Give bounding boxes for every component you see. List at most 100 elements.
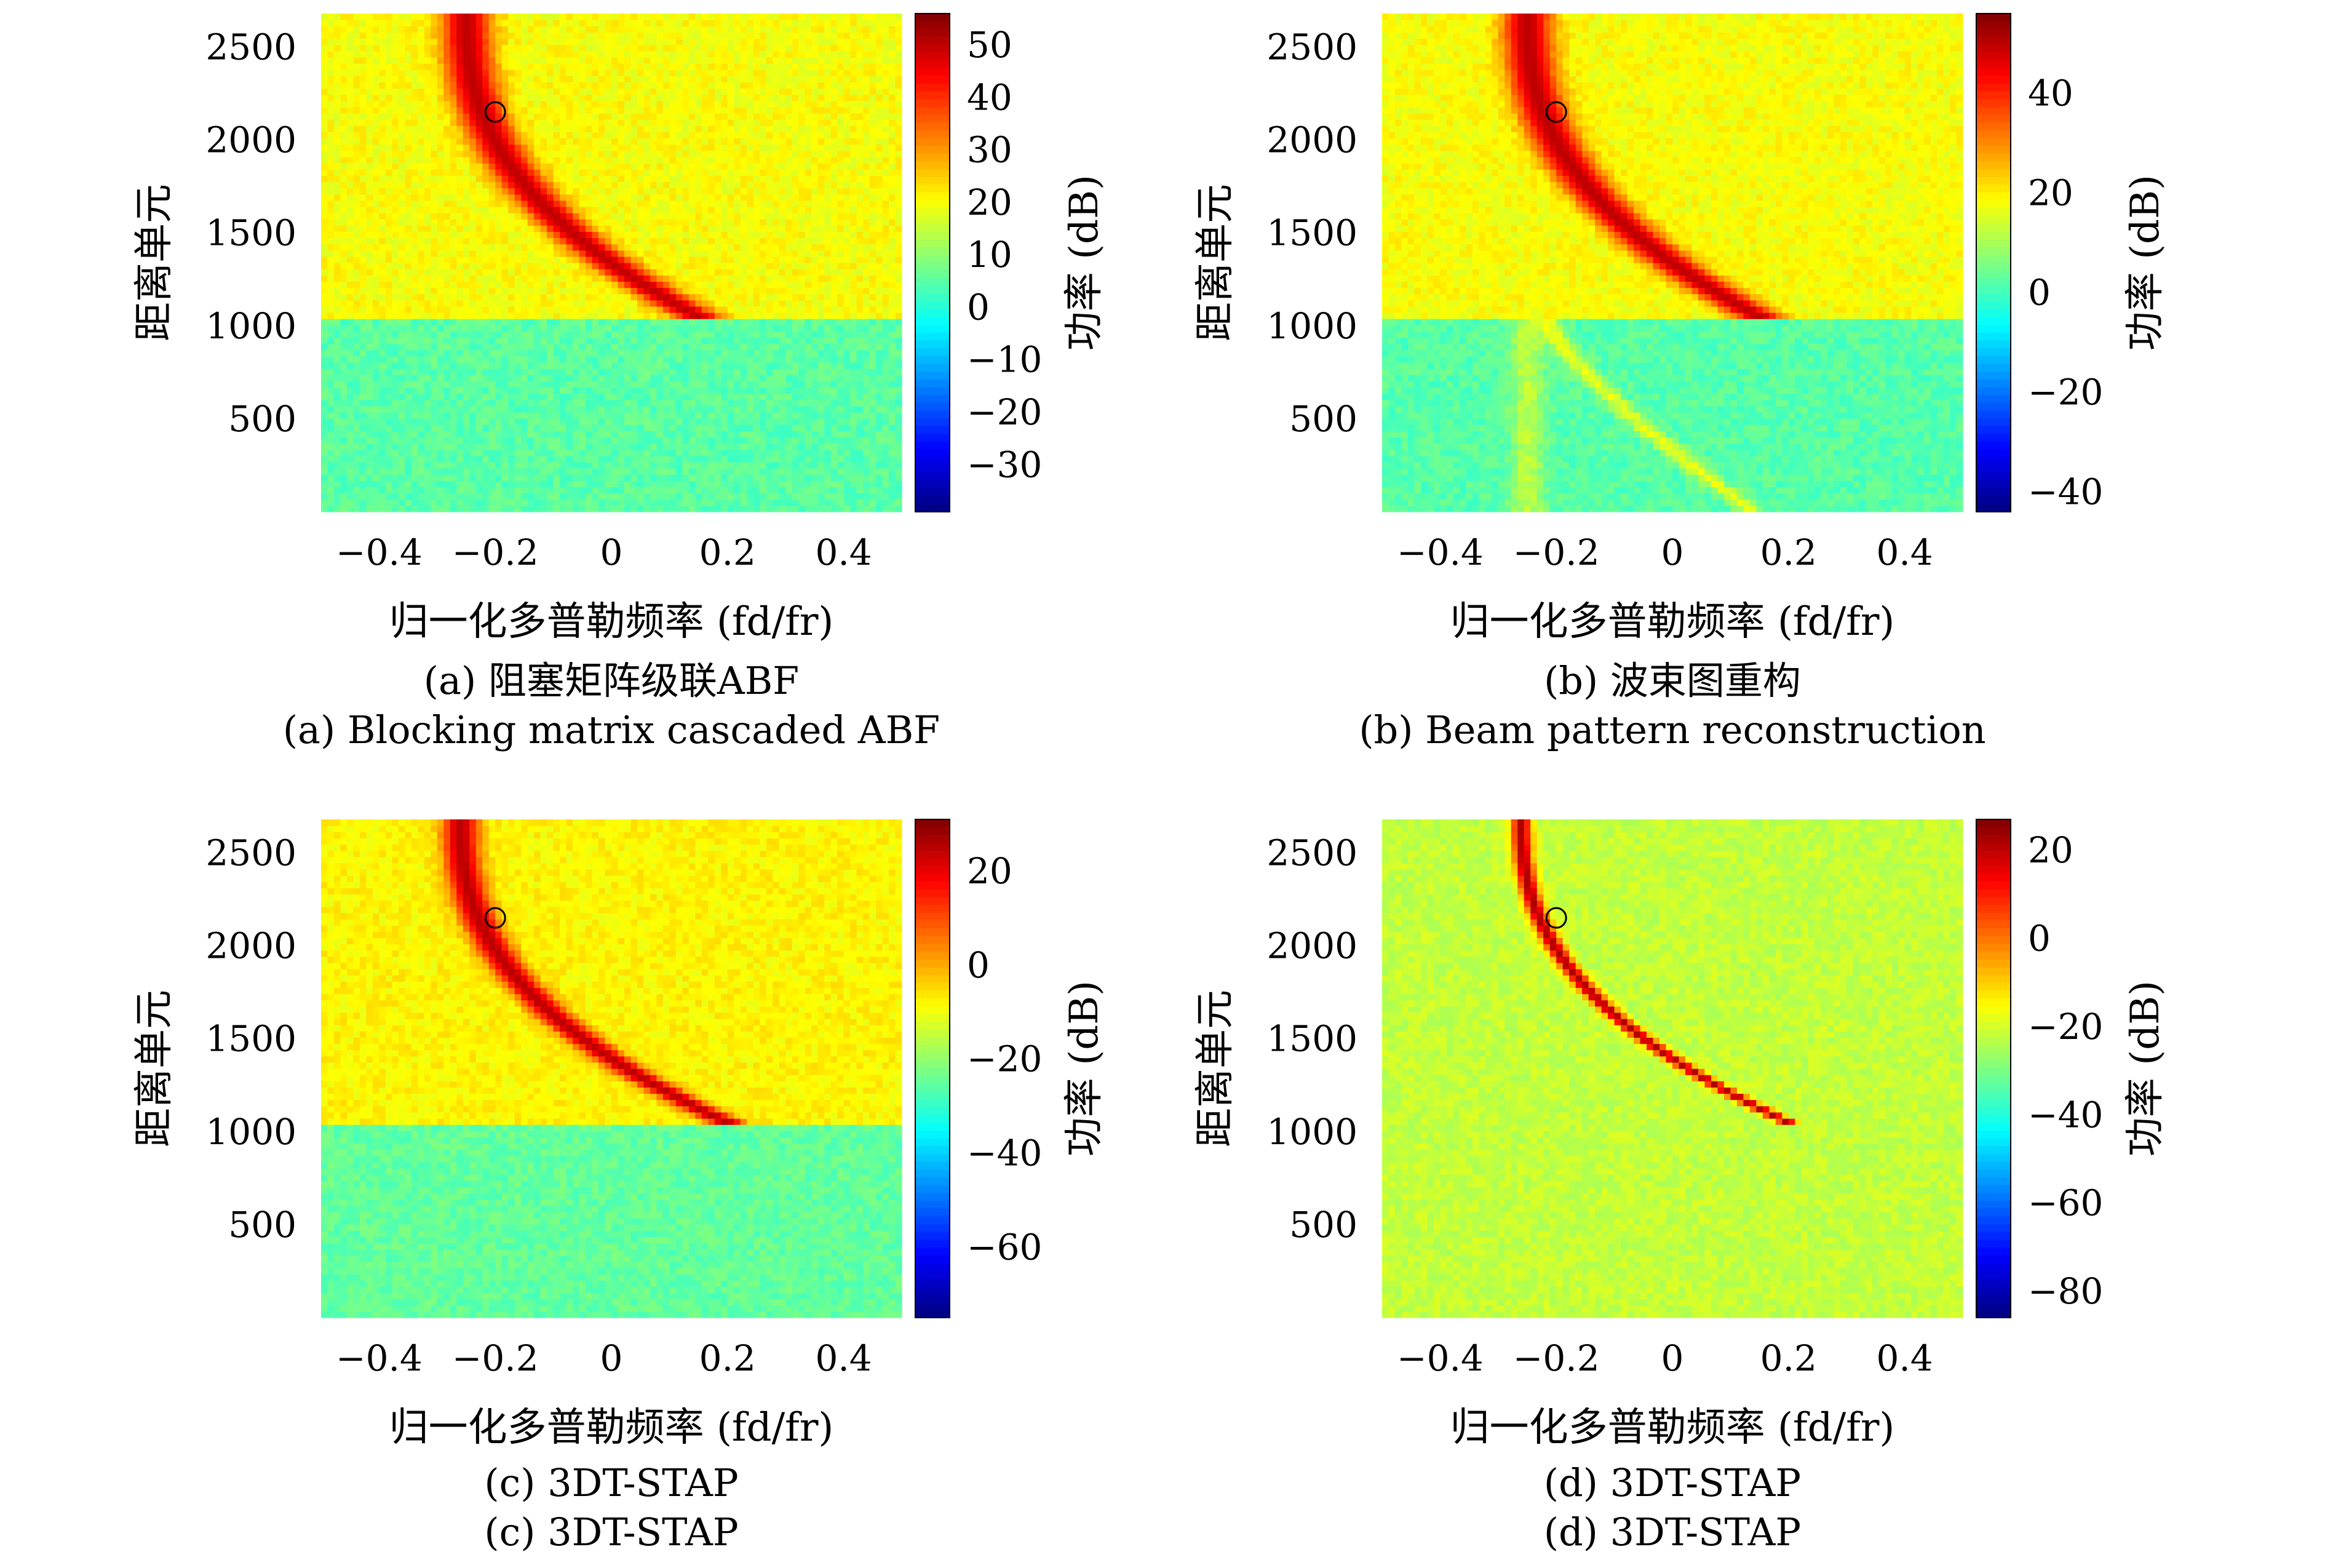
heatmap-cell xyxy=(734,350,741,357)
heatmap-cell xyxy=(824,244,831,251)
heatmap-cell xyxy=(637,474,644,481)
heatmap-cell xyxy=(560,499,566,506)
heatmap-cell xyxy=(618,306,624,313)
heatmap-cell xyxy=(327,294,334,301)
heatmap-cell xyxy=(521,431,528,437)
heatmap-cell xyxy=(560,175,566,182)
heatmap-cell xyxy=(883,306,889,313)
heatmap-cell xyxy=(528,462,535,469)
heatmap-cell xyxy=(521,362,528,369)
heatmap-cell xyxy=(760,338,766,344)
heatmap-cell xyxy=(592,506,599,512)
heatmap-cell xyxy=(818,331,825,338)
heatmap-cell xyxy=(630,344,637,351)
heatmap-cell xyxy=(450,288,457,295)
heatmap-cell xyxy=(437,381,444,388)
heatmap-cell xyxy=(353,506,360,512)
heatmap-cell xyxy=(334,480,341,487)
heatmap-cell xyxy=(741,400,747,407)
heatmap-cell xyxy=(721,169,728,176)
heatmap-cell xyxy=(327,207,334,213)
heatmap-cell xyxy=(792,331,799,338)
heatmap-cell xyxy=(450,269,457,276)
heatmap-cell xyxy=(521,388,528,394)
heatmap-cell xyxy=(689,181,696,188)
heatmap-cell xyxy=(515,388,522,394)
heatmap-cell xyxy=(502,406,509,413)
heatmap-cell xyxy=(592,219,599,226)
heatmap-cell xyxy=(773,412,779,419)
heatmap-cell xyxy=(495,263,502,269)
heatmap-cell xyxy=(728,338,734,344)
heatmap-cell xyxy=(386,207,392,213)
heatmap-cell xyxy=(650,207,657,213)
heatmap-cell xyxy=(863,412,870,419)
heatmap-cell xyxy=(334,424,341,431)
heatmap-cell xyxy=(837,375,844,381)
heatmap-cell xyxy=(669,381,676,388)
heatmap-cell xyxy=(792,493,799,500)
heatmap-cell xyxy=(392,294,399,301)
heatmap-cell xyxy=(321,300,328,307)
heatmap-cell xyxy=(773,400,779,407)
heatmap-cell xyxy=(676,250,683,257)
heatmap-cell xyxy=(469,493,476,500)
heatmap-cell xyxy=(741,319,747,325)
heatmap-cell xyxy=(837,487,844,494)
heatmap-cell xyxy=(437,175,444,182)
heatmap-cell xyxy=(896,294,902,301)
heatmap-cell xyxy=(592,269,599,276)
heatmap-cell xyxy=(528,213,535,220)
heatmap-cell xyxy=(818,244,825,251)
heatmap-cell xyxy=(541,201,547,207)
heatmap-cell xyxy=(811,219,818,226)
heatmap-cell xyxy=(747,325,753,332)
heatmap-cell xyxy=(766,238,773,245)
heatmap-cell xyxy=(515,474,522,481)
heatmap-cell xyxy=(321,331,328,338)
heatmap-cell xyxy=(747,201,753,207)
heatmap-cell xyxy=(476,201,483,207)
heatmap-cell xyxy=(844,499,851,506)
heatmap-cell xyxy=(508,388,515,394)
heatmap-cell xyxy=(547,207,554,213)
heatmap-cell xyxy=(831,493,838,500)
heatmap-cell xyxy=(399,394,405,400)
heatmap-cell xyxy=(534,368,541,375)
heatmap-cell xyxy=(766,450,773,456)
heatmap-cell xyxy=(643,238,650,245)
heatmap-cell xyxy=(528,474,535,481)
heatmap-cell xyxy=(534,257,541,263)
heatmap-cell xyxy=(554,499,560,506)
heatmap-cell xyxy=(811,231,818,238)
heatmap-cell xyxy=(637,400,644,407)
heatmap-cell xyxy=(656,263,663,269)
heatmap-cell xyxy=(443,194,450,201)
heatmap-cell xyxy=(456,375,463,381)
heatmap-cell xyxy=(818,444,825,450)
heatmap-cell xyxy=(386,281,392,288)
heatmap-cell xyxy=(340,468,347,475)
heatmap-cell xyxy=(502,418,509,425)
heatmap-cell xyxy=(405,368,411,375)
heatmap-cell xyxy=(702,213,709,220)
heatmap-cell xyxy=(373,281,380,288)
heatmap-cell xyxy=(870,431,876,437)
heatmap-cell xyxy=(482,362,489,369)
heatmap-cell xyxy=(637,450,644,456)
heatmap-cell xyxy=(850,356,857,363)
heatmap-cell xyxy=(837,312,844,319)
heatmap-cell xyxy=(360,194,367,201)
heatmap-cell xyxy=(663,331,670,338)
heatmap-cell xyxy=(611,487,618,494)
heatmap-cell xyxy=(708,288,715,295)
heatmap-cell xyxy=(489,493,496,500)
heatmap-cell xyxy=(334,474,341,481)
heatmap-cell xyxy=(689,431,696,437)
heatmap-cell xyxy=(431,194,437,201)
heatmap-cell xyxy=(579,418,586,425)
heatmap-cell xyxy=(424,257,431,263)
heatmap-cell xyxy=(753,312,760,319)
heatmap-cell xyxy=(463,238,470,245)
heatmap-cell xyxy=(883,456,889,463)
